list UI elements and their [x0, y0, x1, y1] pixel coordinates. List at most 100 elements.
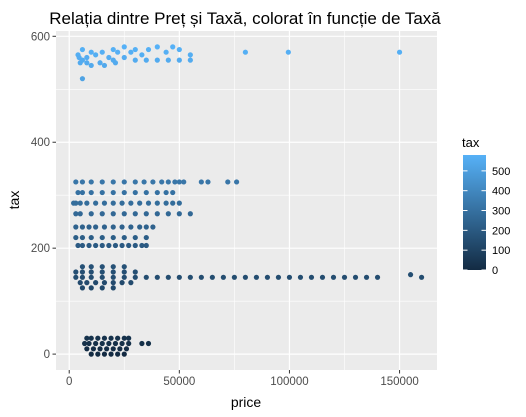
data-point	[139, 242, 145, 249]
grid-minor	[56, 31, 437, 370]
data-point	[71, 200, 77, 206]
data-point	[86, 242, 92, 249]
x-axis-ticks: 0 50000 100000 150000	[66, 370, 419, 388]
data-point	[143, 224, 149, 230]
data-point	[154, 57, 160, 63]
data-point	[121, 179, 127, 185]
data-point	[84, 346, 90, 352]
data-point	[154, 200, 160, 206]
legend-ticks: 0 100 200 300 400 500	[463, 166, 510, 277]
data-point	[79, 285, 86, 291]
data-point	[128, 280, 134, 286]
data-point	[110, 285, 116, 291]
data-points	[71, 44, 425, 357]
data-point	[132, 57, 138, 63]
data-point	[110, 224, 116, 230]
data-point	[143, 234, 149, 241]
data-point	[84, 60, 90, 66]
data-point	[198, 179, 204, 185]
data-point	[126, 242, 132, 249]
data-point	[112, 60, 119, 66]
data-point	[198, 274, 204, 280]
data-point	[99, 49, 105, 55]
data-point	[110, 234, 116, 241]
data-point	[143, 274, 149, 280]
data-point	[88, 49, 94, 55]
data-point	[77, 211, 83, 217]
data-point	[121, 264, 127, 270]
data-point	[93, 52, 99, 58]
y-axis-ticks: 0 200 400 600	[31, 31, 56, 361]
data-point	[242, 49, 248, 55]
data-point	[128, 200, 134, 206]
data-point	[172, 179, 178, 185]
data-point	[159, 179, 165, 185]
data-point	[139, 52, 145, 58]
y-tick-label: 400	[31, 137, 50, 149]
data-point	[121, 211, 127, 217]
data-point	[150, 179, 156, 185]
data-point	[73, 224, 79, 230]
data-point	[145, 200, 152, 206]
data-point	[163, 49, 169, 55]
data-point	[99, 264, 105, 270]
data-point	[79, 224, 86, 230]
data-point	[88, 274, 94, 280]
data-point	[99, 285, 105, 291]
x-axis-title: price	[231, 394, 262, 410]
data-point	[297, 274, 304, 280]
data-point	[121, 269, 127, 275]
data-point	[97, 346, 103, 352]
data-point	[110, 200, 116, 206]
data-point	[121, 44, 127, 50]
data-point	[176, 46, 182, 53]
data-point	[187, 57, 193, 63]
data-point	[143, 189, 149, 196]
data-point	[82, 340, 88, 347]
data-point	[132, 211, 138, 217]
data-point	[286, 274, 293, 280]
data-point	[93, 200, 99, 206]
x-tick-label: 0	[66, 376, 72, 388]
data-point	[330, 274, 337, 280]
data-point	[121, 54, 127, 61]
data-point	[88, 179, 94, 185]
data-point	[77, 280, 83, 286]
data-point	[88, 351, 94, 357]
data-point	[110, 346, 116, 352]
data-point	[86, 224, 92, 230]
data-point	[79, 269, 86, 275]
data-point	[176, 200, 182, 206]
legend-title: tax	[462, 135, 480, 150]
data-point	[187, 52, 193, 58]
data-point	[170, 44, 176, 50]
legend-tick-label: 300	[492, 206, 510, 218]
data-point	[374, 274, 381, 280]
data-point	[126, 340, 132, 347]
data-point	[119, 224, 125, 230]
data-point	[319, 274, 326, 280]
data-point	[95, 335, 101, 341]
data-point	[137, 224, 143, 230]
data-point	[79, 274, 86, 280]
data-point	[143, 57, 149, 63]
data-point	[154, 44, 160, 50]
data-point	[77, 200, 83, 206]
data-point	[121, 234, 127, 241]
data-point	[407, 272, 414, 278]
data-point	[170, 189, 176, 196]
data-point	[88, 264, 94, 270]
data-point	[137, 200, 143, 206]
data-point	[88, 62, 94, 69]
data-point	[363, 274, 370, 280]
data-point	[110, 274, 116, 280]
legend-tick-label: 0	[492, 265, 498, 277]
data-point	[86, 340, 92, 347]
data-point	[165, 57, 171, 63]
y-tick-label: 200	[31, 243, 50, 255]
data-point	[75, 189, 81, 196]
data-point	[101, 335, 108, 341]
data-point	[93, 340, 99, 347]
data-point	[115, 351, 121, 357]
data-point	[176, 211, 182, 217]
